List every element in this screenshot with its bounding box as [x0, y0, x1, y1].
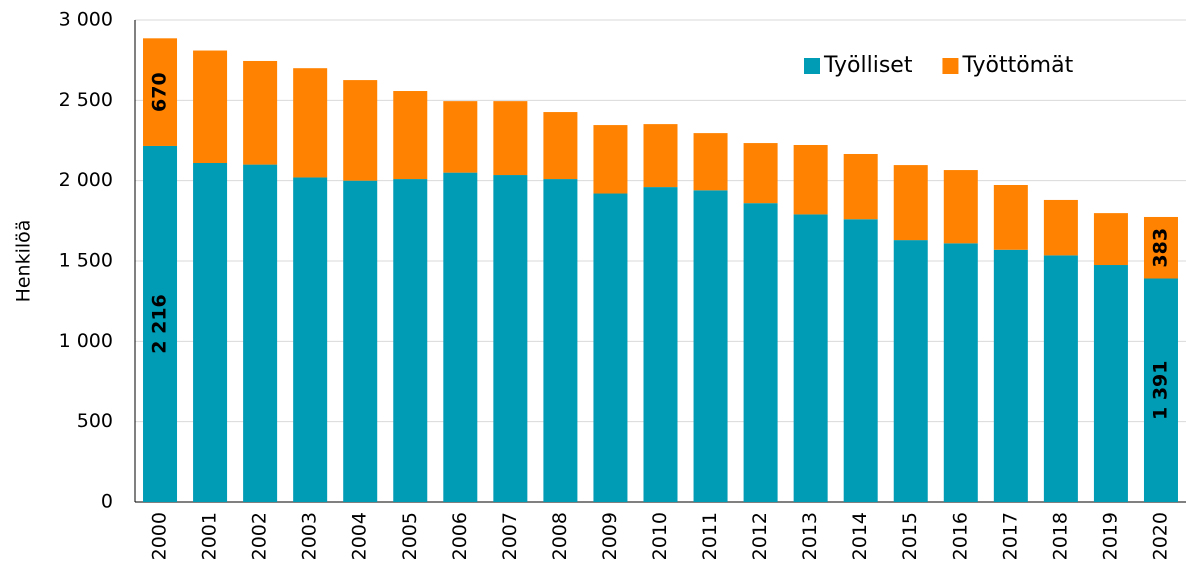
x-tick-label: 2013: [799, 512, 821, 560]
y-tick-label: 0: [101, 491, 113, 513]
bar-segment: [143, 145, 178, 503]
x-tick-label: 2014: [849, 512, 871, 560]
bar-segment: [1143, 216, 1178, 279]
x-tick-label: 2016: [949, 512, 971, 560]
bar-segment: [243, 60, 278, 165]
bar-segment: [243, 164, 278, 502]
legend-label: Työttömät: [961, 53, 1073, 78]
y-tick-label: 2 500: [59, 89, 113, 111]
bar-segment: [593, 125, 628, 194]
bar-segment: [793, 144, 828, 215]
bar-segment: [543, 179, 578, 502]
bar-segment: [343, 80, 378, 181]
bar-segment: [443, 101, 478, 173]
x-tick-label: 2007: [499, 512, 521, 560]
bar-segment: [443, 172, 478, 502]
x-tick-label: 2009: [599, 512, 621, 560]
bar-segment: [293, 68, 328, 178]
value-label: 1 391: [1149, 361, 1171, 421]
x-tick-label: 2000: [149, 512, 171, 560]
y-tick-label: 2 000: [59, 169, 113, 191]
x-tick-label: 2001: [199, 512, 221, 560]
bar-segment: [493, 175, 528, 502]
y-tick-label: 1 500: [59, 250, 113, 272]
bar-segment: [193, 50, 228, 163]
y-tick-label: 3 000: [59, 9, 113, 31]
value-label: 670: [149, 72, 171, 112]
y-axis-label: Henkilöä: [13, 220, 35, 303]
bar-segment: [693, 133, 728, 191]
value-label: 383: [1149, 228, 1171, 268]
bar-segment: [193, 162, 228, 502]
bar-segment: [593, 193, 628, 502]
y-tick-label: 500: [77, 410, 113, 432]
bar-segment: [393, 179, 428, 502]
x-tick-label: 2006: [449, 512, 471, 560]
bar-segment: [943, 170, 978, 244]
bar-segment: [943, 243, 978, 502]
x-tick-label: 2017: [999, 512, 1021, 560]
bar-segment: [643, 124, 678, 188]
value-label: 2 216: [149, 294, 171, 354]
bar-segment: [1043, 255, 1078, 502]
bar-segment: [993, 185, 1028, 250]
x-tick-label: 2011: [699, 512, 721, 560]
x-tick-label: 2019: [1099, 512, 1121, 560]
bar-segment: [743, 203, 778, 502]
bar-segment: [893, 165, 928, 241]
bar-segment: [393, 91, 428, 180]
bar-segment: [993, 249, 1028, 502]
bar-segment: [543, 112, 578, 180]
bar-segment: [293, 177, 328, 502]
x-tick-label: 2018: [1049, 512, 1071, 560]
bar-segment: [793, 214, 828, 502]
x-tick-label: 2005: [399, 512, 421, 560]
x-tick-label: 2020: [1149, 512, 1171, 560]
x-tick-label: 2010: [649, 512, 671, 560]
x-tick-label: 2012: [749, 512, 771, 560]
bar-segment: [893, 240, 928, 502]
bar-segment: [1043, 199, 1078, 256]
bar-segment: [1093, 265, 1128, 502]
bar-segment: [843, 153, 878, 220]
bar-segment: [693, 190, 728, 502]
x-tick-label: 2003: [299, 512, 321, 560]
bar-segment: [643, 187, 678, 503]
x-tick-label: 2015: [899, 512, 921, 560]
bar-segment: [343, 180, 378, 502]
bar-segment: [1093, 213, 1128, 266]
bar-segment: [143, 38, 178, 146]
bar-segment: [1143, 278, 1178, 502]
bar-segment: [493, 101, 528, 176]
x-tick-label: 2002: [249, 512, 271, 560]
x-tick-label: 2004: [349, 512, 371, 560]
legend-label: Työlliset: [823, 53, 913, 78]
bar-segment: [743, 143, 778, 204]
y-tick-label: 1 000: [59, 330, 113, 352]
legend-swatch: [804, 58, 820, 74]
x-tick-label: 2008: [549, 512, 571, 560]
legend-swatch: [942, 58, 959, 74]
bar-segment: [843, 219, 878, 502]
